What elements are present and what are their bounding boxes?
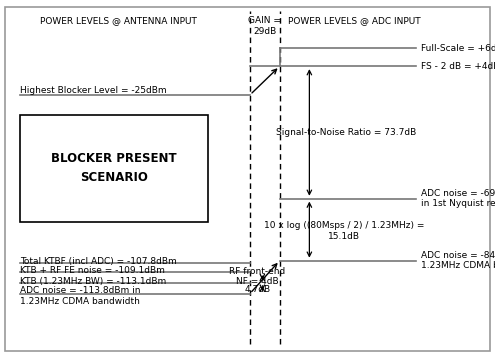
Text: KTB (1.23MHz BW) = -113.1dBm: KTB (1.23MHz BW) = -113.1dBm — [20, 277, 166, 286]
Text: ADC noise = -69.7dBm
in 1st Nyquist region: ADC noise = -69.7dBm in 1st Nyquist regi… — [421, 189, 495, 208]
Text: ADC noise = -113.8dBm in
1.23MHz CDMA bandwidth: ADC noise = -113.8dBm in 1.23MHz CDMA ba… — [20, 286, 140, 306]
Text: BLOCKER PRESENT
SCENARIO: BLOCKER PRESENT SCENARIO — [51, 152, 177, 184]
Text: 4.7dB: 4.7dB — [245, 285, 270, 295]
Text: Highest Blocker Level = -25dBm: Highest Blocker Level = -25dBm — [20, 86, 166, 95]
Text: Full-Scale = +6dBm: Full-Scale = +6dBm — [421, 44, 495, 53]
Text: Total KTBF (incl ADC) = -107.8dBm: Total KTBF (incl ADC) = -107.8dBm — [20, 257, 177, 266]
Text: RF front-end
NF = 4dB: RF front-end NF = 4dB — [229, 267, 286, 286]
Text: Signal-to-Noise Ratio = 73.7dB: Signal-to-Noise Ratio = 73.7dB — [276, 128, 417, 137]
Text: POWER LEVELS @ ANTENNA INPUT: POWER LEVELS @ ANTENNA INPUT — [41, 16, 197, 25]
Text: 10 x log ((80Msps / 2) / 1.23MHz) =
15.1dB: 10 x log ((80Msps / 2) / 1.23MHz) = 15.1… — [264, 221, 424, 241]
Text: GAIN =
29dB: GAIN = 29dB — [248, 16, 281, 35]
Text: FS - 2 dB = +4dBm: FS - 2 dB = +4dBm — [421, 62, 495, 71]
Text: ADC noise = -84.8dBm in
1.23MHz CDMA bandwidth: ADC noise = -84.8dBm in 1.23MHz CDMA ban… — [421, 251, 495, 270]
Text: KTB + RF FE noise = -109.1dBm: KTB + RF FE noise = -109.1dBm — [20, 266, 165, 275]
Text: POWER LEVELS @ ADC INPUT: POWER LEVELS @ ADC INPUT — [288, 16, 420, 25]
Bar — [20, 115, 208, 222]
